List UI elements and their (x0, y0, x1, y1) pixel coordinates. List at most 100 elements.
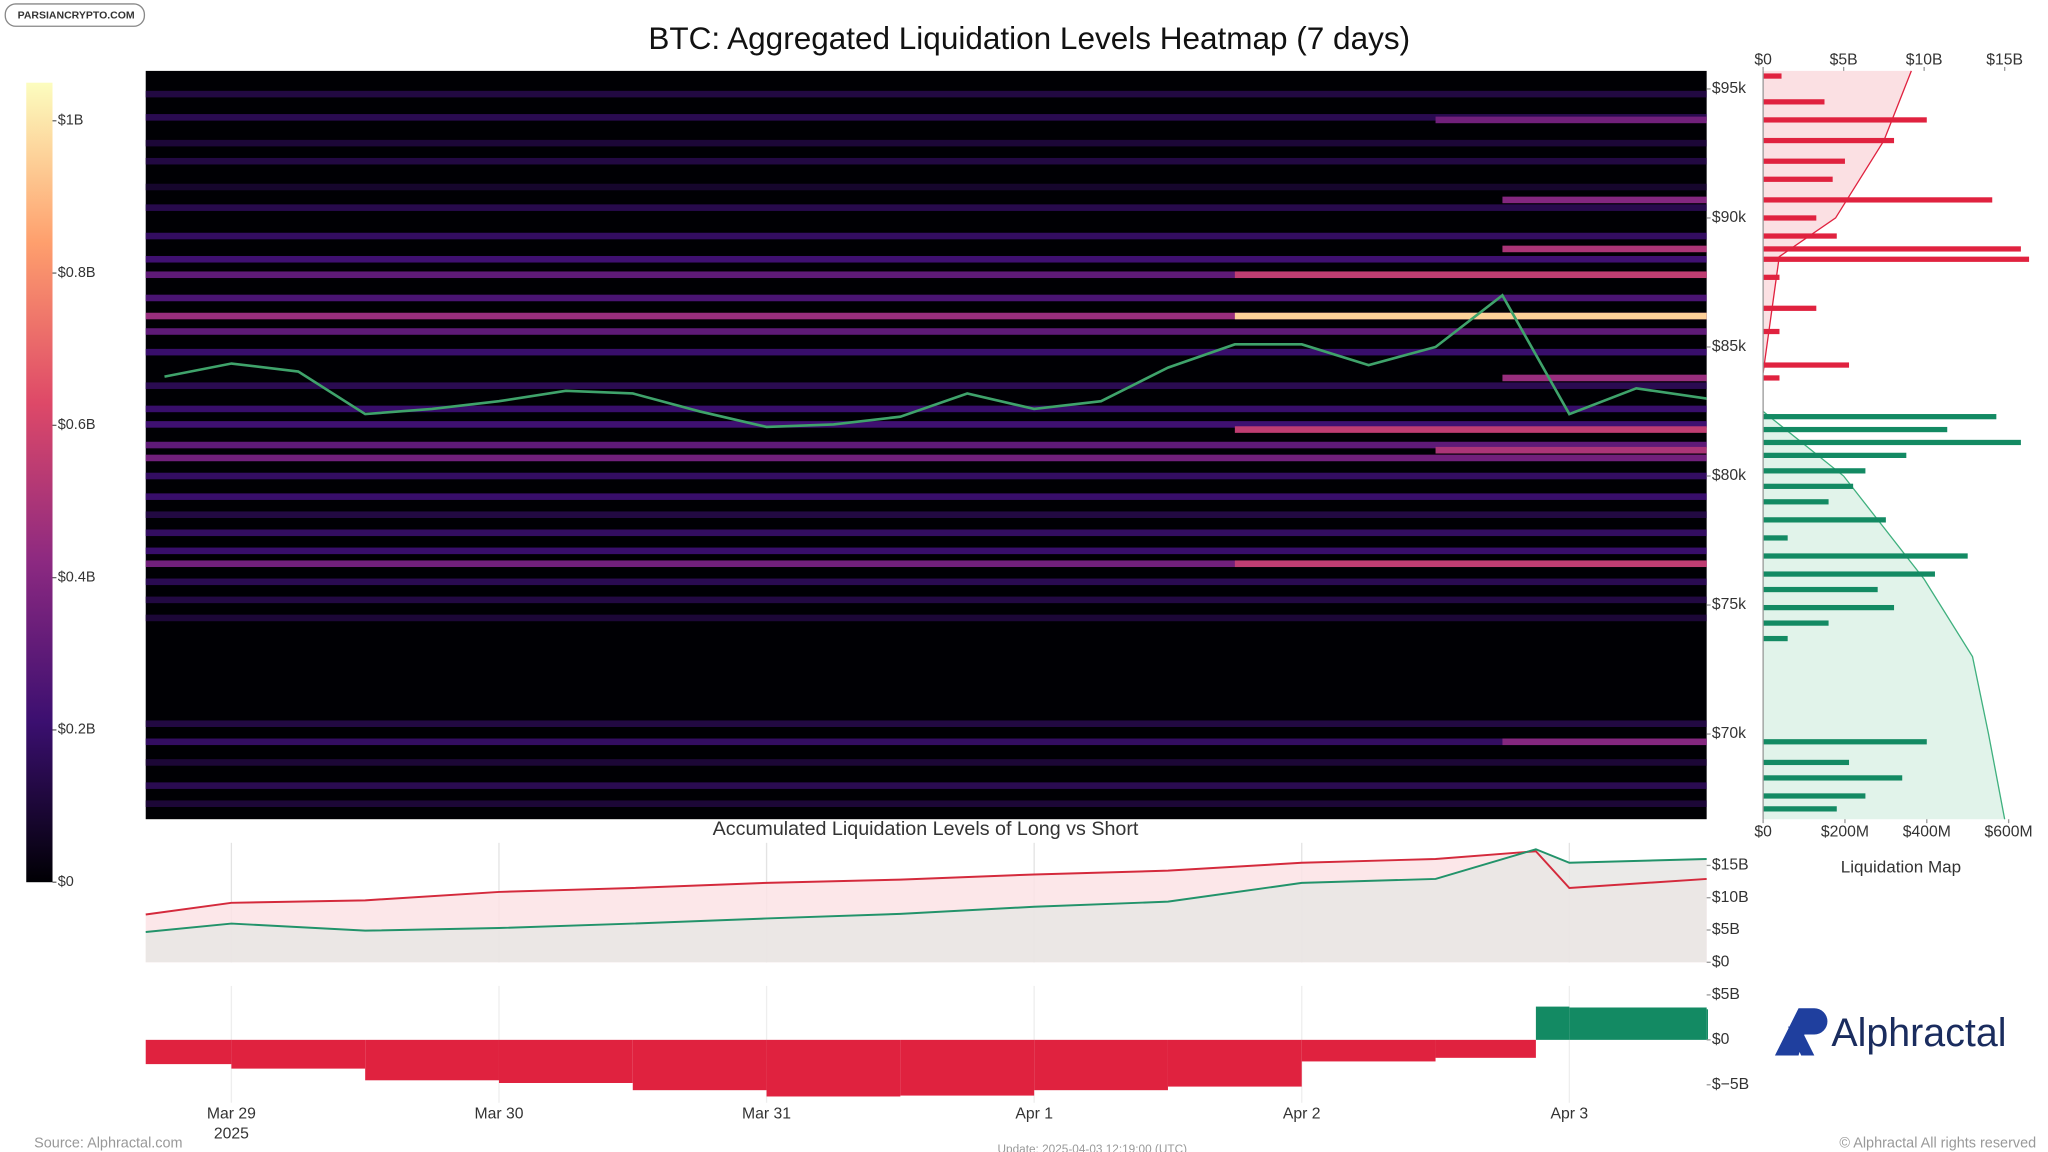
liquidation-bar (1763, 604, 1895, 611)
liquidation-bar (1763, 414, 1997, 420)
heat-band (1502, 374, 1707, 382)
heat-band (145, 255, 1707, 263)
logo: Alphractal (1831, 1011, 2006, 1055)
source: Source: Alphractal.com (34, 1135, 182, 1151)
liquidation-bar (1763, 246, 2021, 252)
heat-band (145, 596, 1707, 604)
heat-band (145, 348, 1707, 356)
y-tick-label: $85k (1712, 338, 1746, 355)
cumulative-area (1763, 70, 1912, 373)
y-tick-label: $−5B (1712, 1076, 1749, 1093)
delta-bar (1569, 1007, 1707, 1040)
heat-band (145, 312, 1707, 320)
heat-band (145, 114, 1707, 121)
liquidation-bar (1763, 739, 1927, 745)
liquidation-bar (1763, 620, 1829, 626)
y-tick-label: $0 (1712, 1031, 1730, 1048)
delta-bar (1535, 1006, 1570, 1040)
y-tick-label: $5B (1712, 921, 1740, 938)
liquidation-bar (1763, 305, 1817, 311)
heat-band (145, 139, 1707, 147)
heat-band (145, 204, 1707, 211)
logo-icon (1774, 1008, 1828, 1056)
delta-bar (145, 1039, 232, 1065)
liquidation-bar (1763, 571, 1935, 577)
x-tick-label: Mar 30 (474, 1106, 523, 1123)
x2-tick-label: $15B (1986, 52, 2023, 69)
liquidation-bar (1763, 426, 1948, 433)
x-year-label: 2025 (214, 1125, 249, 1142)
series-line (145, 850, 1707, 916)
y-tick-label: $90k (1712, 209, 1746, 226)
delta-bar (632, 1039, 767, 1091)
y-tick-label: $80k (1712, 467, 1746, 484)
y-tick-label: $15B (1712, 857, 1749, 874)
y-tick-label: $75k (1712, 596, 1746, 613)
liquidation-bar (1763, 99, 1825, 105)
delta-bar (766, 1039, 901, 1097)
delta-bar (1034, 1039, 1168, 1091)
heat-band (145, 547, 1707, 555)
cumulative-area (1763, 411, 2005, 820)
liquidation-bar (1763, 328, 1780, 335)
heat-band (1234, 271, 1707, 279)
heat-band (145, 441, 1707, 449)
x-tick-label: Apr 2 (1283, 1106, 1321, 1123)
heat-band (1234, 426, 1707, 433)
heat-band (145, 472, 1707, 480)
x2-tick-label: $10B (1906, 52, 1943, 69)
heat-band (1502, 738, 1707, 746)
liquidation-bar (1763, 137, 1895, 144)
liquidation-bar (1763, 176, 1833, 182)
liquidation-bar (1763, 759, 1850, 766)
heat-band (1435, 116, 1707, 124)
liquidation-bar (1763, 233, 1837, 239)
y-tick-label: $0 (1712, 953, 1730, 970)
heat-band (145, 800, 1707, 807)
heat-band (145, 759, 1707, 766)
x-tick-label: $0 (1754, 823, 1772, 840)
heat-band (145, 382, 1707, 389)
heat-band (145, 614, 1707, 622)
x-tick-label: $200M (1821, 823, 1869, 840)
y-tick-label: $95k (1712, 80, 1746, 97)
liquidation-bar (1763, 806, 1837, 812)
heat-band (145, 454, 1707, 462)
liquidation-bar (1763, 517, 1886, 523)
chart-title: BTC: Aggregated Liquidation Levels Heatm… (648, 20, 1410, 56)
y-tick-label: $5B (1712, 986, 1740, 1003)
delta-bar (1167, 1039, 1302, 1087)
liquidation-bar (1763, 158, 1845, 164)
liquidation-bar (1763, 274, 1780, 280)
heat-band (145, 511, 1707, 518)
colorbar (26, 82, 53, 883)
colorbar-label: $0.2B (58, 722, 96, 738)
x-tick-label: Apr 3 (1551, 1106, 1589, 1123)
heat-band (145, 90, 1707, 98)
heat-band (145, 578, 1707, 586)
price-line (164, 293, 1707, 429)
heat-band (1435, 446, 1707, 454)
liquidation-bar (1763, 362, 1850, 368)
liquidation-bar (1763, 586, 1878, 593)
delta-bar (1301, 1039, 1436, 1062)
colorbar-label: $0 (58, 874, 74, 890)
x-tick-label: $400M (1903, 823, 1951, 840)
heat-band (145, 720, 1707, 728)
liquidation-bar (1763, 452, 1907, 458)
colorbar-label: $0.8B (58, 265, 96, 281)
x2-tick-label: $0 (1754, 52, 1772, 69)
x-tick-label: Mar 29 (207, 1106, 256, 1123)
update: Update: 2025-04-03 12:19:00 (UTC) (998, 1142, 1188, 1152)
heat-band (145, 782, 1707, 789)
liquidation-bar (1763, 499, 1829, 505)
heat-band (145, 328, 1707, 335)
liquidation-bar (1763, 439, 2021, 446)
heat-band (145, 738, 1707, 746)
liquidation-bar (1763, 375, 1780, 381)
x-tick-label: Mar 31 (742, 1106, 791, 1123)
heat-band (145, 421, 1707, 428)
liquidation-bar (1763, 553, 1968, 559)
heat-band (145, 560, 1707, 568)
